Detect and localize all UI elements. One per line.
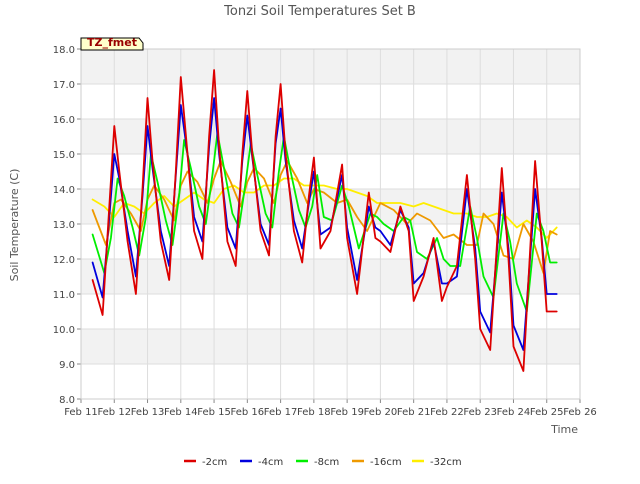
x-tick-label: Feb 22: [430, 407, 464, 418]
y-tick-label: 13.0: [53, 220, 75, 231]
x-tick-label: Feb 26: [563, 407, 597, 418]
plot-band: [81, 189, 580, 224]
y-tick-label: 9.0: [59, 360, 75, 371]
series-line-neg-16cm: [91, 160, 558, 274]
y-tick-label: 8.0: [59, 395, 75, 406]
plot-band: [81, 364, 580, 399]
plot-band: [81, 84, 580, 119]
x-tick-label: Feb 20: [364, 407, 398, 418]
plot-band: [81, 294, 580, 329]
x-tick-label: Feb 25: [530, 407, 564, 418]
y-tick-label: 16.0: [53, 115, 75, 126]
y-tick-label: 12.0: [53, 255, 75, 266]
legend: -2cm -4cm -8cm -16cm -32cm: [184, 457, 462, 468]
plot-band: [81, 329, 580, 364]
x-tick-label: Feb 17: [264, 407, 298, 418]
plot-band: [81, 259, 580, 294]
x-tick-label: Feb 15: [197, 407, 231, 418]
y-axis-label: Soil Temperature (C): [8, 169, 21, 282]
legend-label: -32cm: [430, 457, 462, 468]
y-tick-label: 11.0: [53, 290, 75, 301]
annotation-box: [80, 37, 144, 51]
annotation-label: TZ_fmet: [87, 36, 137, 49]
x-tick-label: Feb 18: [297, 407, 331, 418]
plot-band: [81, 119, 580, 154]
x-tick-label: Feb 12: [97, 407, 131, 418]
x-tick-label: Feb 19: [330, 407, 364, 418]
x-axis-label: Time: [550, 423, 578, 436]
x-tick-label: Feb 23: [463, 407, 497, 418]
legend-label: -8cm: [314, 457, 339, 468]
y-tick-label: 14.0: [53, 185, 75, 196]
x-tick-label: Feb 11: [64, 407, 98, 418]
chart-title: Tonzi Soil Temperatures Set B: [223, 4, 416, 19]
plot-band: [81, 154, 580, 189]
legend-label: -16cm: [370, 457, 402, 468]
x-tick-label: Feb 24: [497, 407, 531, 418]
x-tick-label: Feb 14: [164, 407, 198, 418]
plot-band: [81, 49, 580, 84]
x-tick-label: Feb 13: [131, 407, 165, 418]
plot-frame: [80, 48, 581, 400]
legend-label: -2cm: [202, 457, 227, 468]
x-tick-label: Feb 21: [397, 407, 431, 418]
x-tick-label: Feb 16: [231, 407, 265, 418]
legend-label: -4cm: [258, 457, 283, 468]
y-tick-label: 17.0: [53, 80, 75, 91]
y-tick-label: 10.0: [53, 325, 75, 336]
series-line-neg-2cm: [91, 69, 558, 372]
y-tick-label: 15.0: [53, 150, 75, 161]
tz-fmet-annotation: TZ_fmet: [80, 36, 144, 51]
y-tick-label: 18.0: [53, 45, 75, 56]
